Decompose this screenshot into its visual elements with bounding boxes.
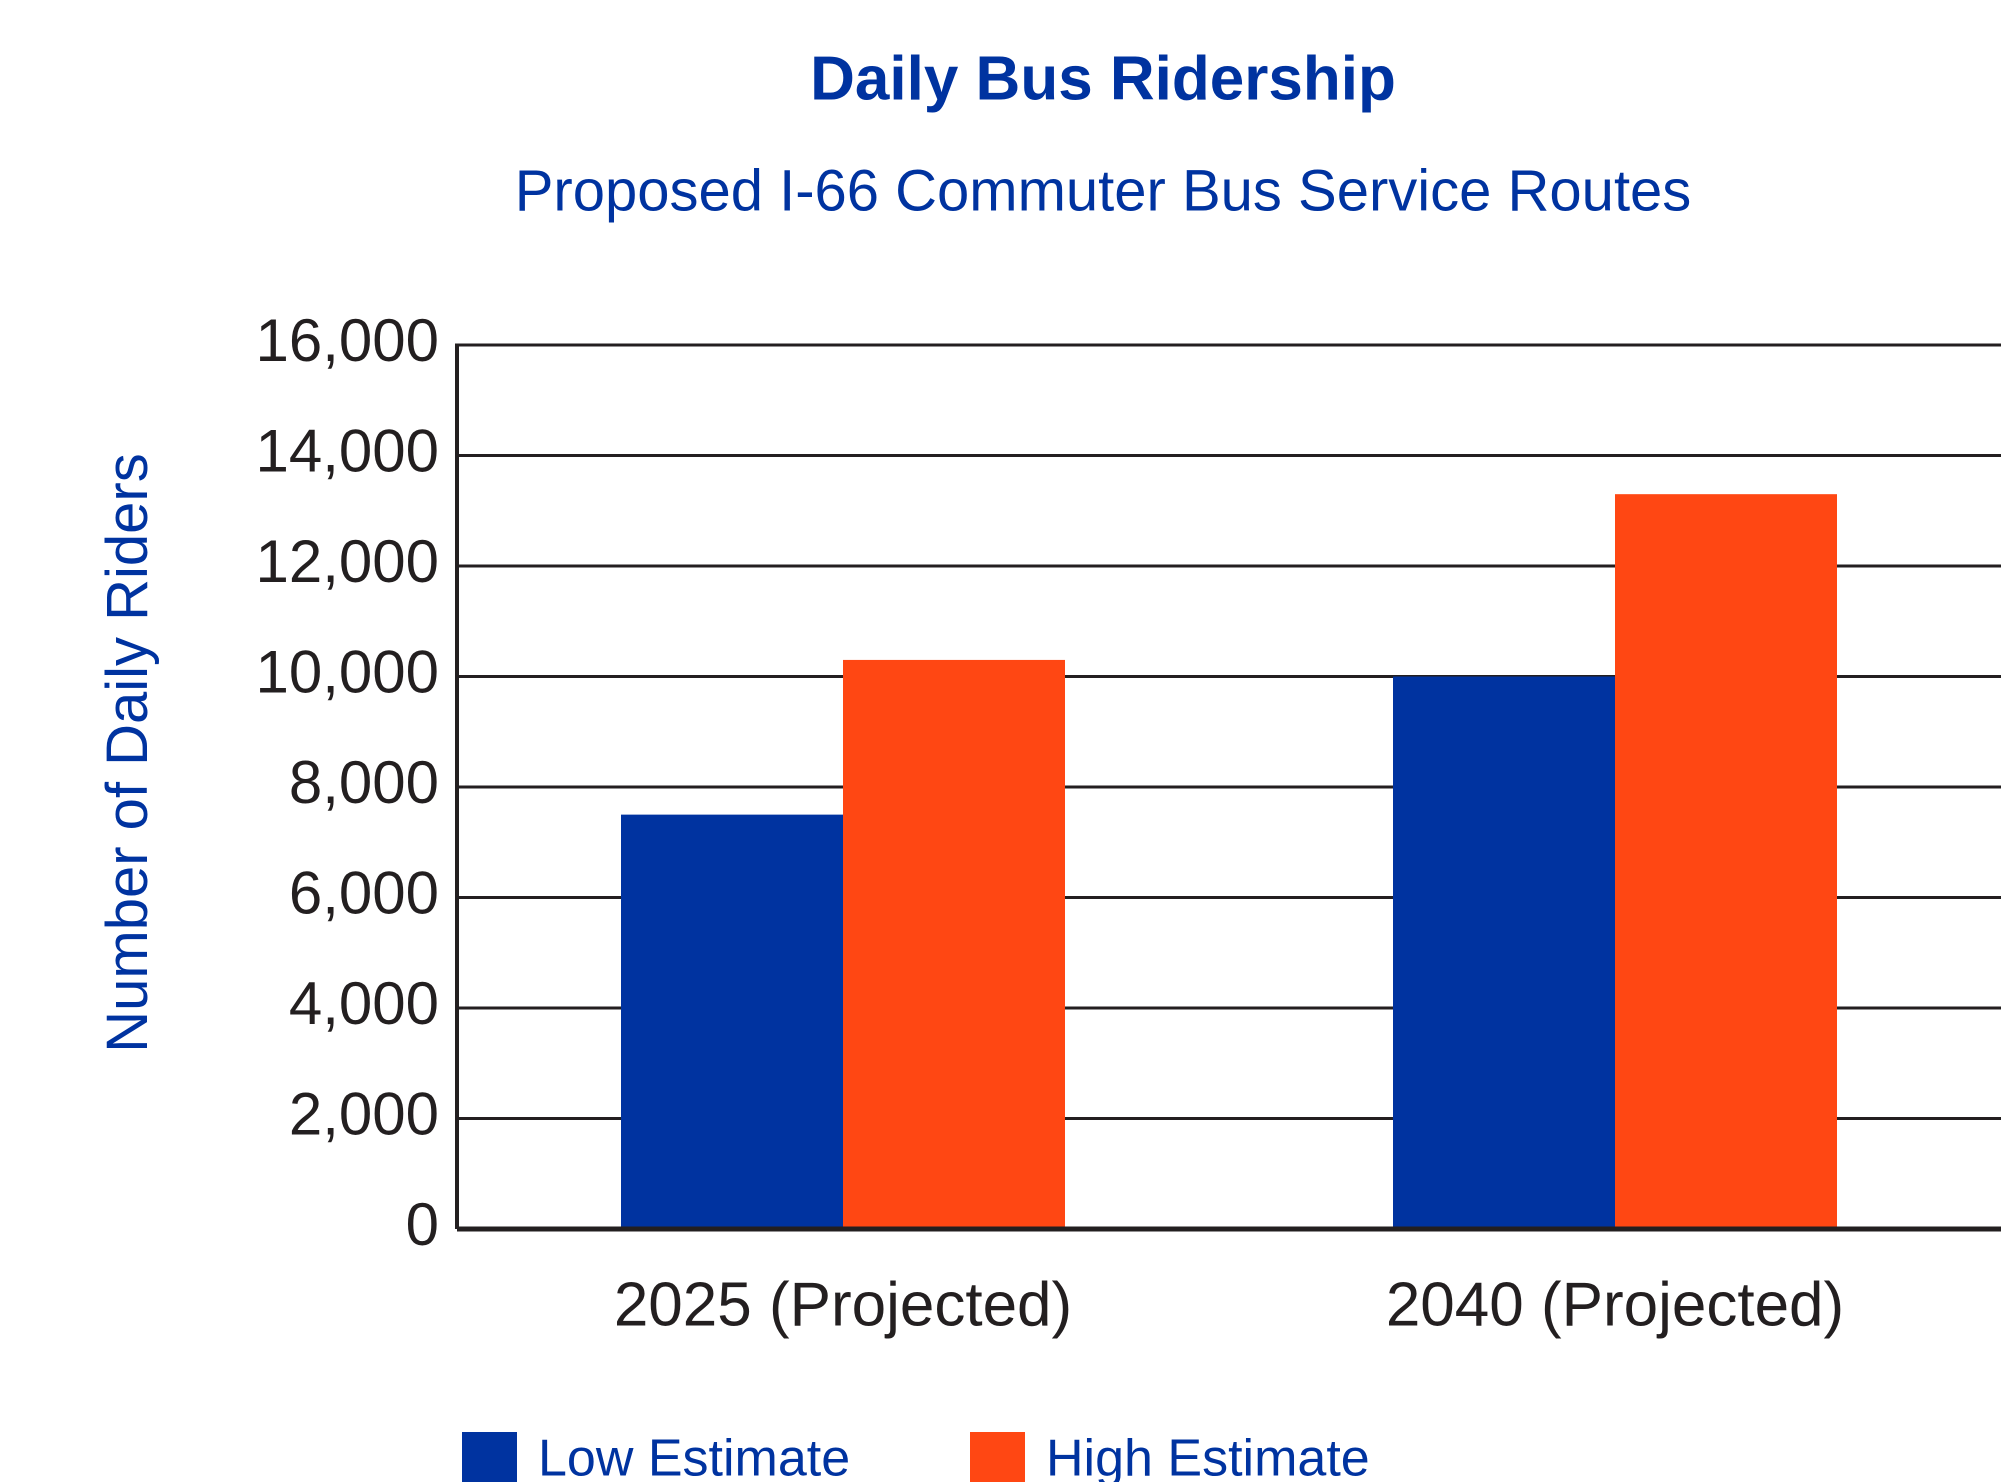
- legend-swatch: [970, 1432, 1025, 1482]
- y-tick-label: 4,000: [289, 970, 439, 1037]
- bar: [1615, 494, 1837, 1229]
- x-tick-label: 2025 (Projected): [614, 1270, 1072, 1339]
- y-tick-label: 16,000: [255, 307, 439, 374]
- bar: [843, 659, 1065, 1229]
- y-tick-label: 10,000: [255, 638, 439, 705]
- x-tick-label: 2040 (Projected): [1386, 1270, 1844, 1339]
- legend-swatch: [462, 1432, 517, 1482]
- y-tick-label: 2,000: [289, 1080, 439, 1147]
- y-tick-label: 12,000: [255, 528, 439, 595]
- chart-title: Daily Bus Ridership: [810, 44, 1396, 113]
- y-tick-label: 14,000: [255, 417, 439, 484]
- y-tick-label: 0: [406, 1191, 439, 1258]
- y-tick-label: 8,000: [289, 749, 439, 816]
- legend-label: Low Estimate: [538, 1430, 850, 1482]
- chart-subtitle: Proposed I-66 Commuter Bus Service Route…: [515, 158, 1692, 223]
- bar: [1393, 676, 1615, 1229]
- legend-label: High Estimate: [1046, 1430, 1370, 1482]
- y-axis-label: Number of Daily Riders: [95, 453, 160, 1053]
- bar: [621, 814, 843, 1229]
- y-tick-label: 6,000: [289, 859, 439, 926]
